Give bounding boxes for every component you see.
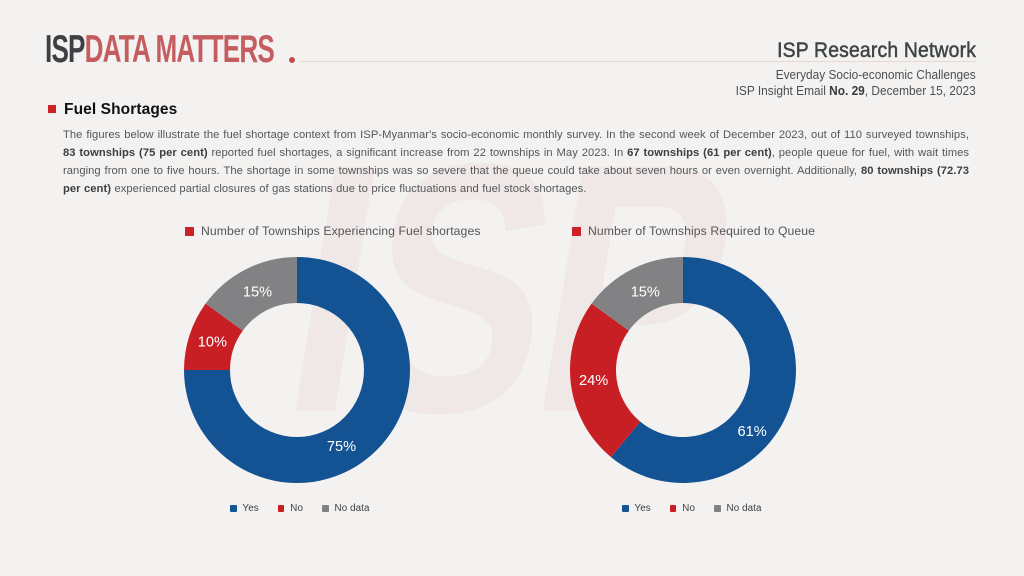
legend-swatch-icon [322,505,329,512]
legend-label: No [682,503,696,514]
chart2-title-bullet-icon [572,226,581,236]
donut-chart-queue: 61% 24% 15% [570,257,796,483]
slice-percentage-label: 10% [198,334,227,350]
chart1-title-text: Number of Townships Experiencing Fuel sh… [201,224,481,238]
chart2-legend: Yes No No data [622,503,762,514]
legend-swatch-icon [277,505,285,512]
legend-item-yes: Yes [230,503,259,514]
subtitle-line2: ISP Insight Email No. 29, December 15, 2… [735,83,976,98]
legend-label: No data [334,503,370,514]
legend-item-yes: Yes [622,503,651,514]
legend-label: Yes [242,503,259,514]
legend-item-no-data: No data [714,503,762,514]
legend-swatch-icon [714,505,721,512]
legend-item-no-data: No data [322,503,370,514]
header-subtitles: Everyday Socio-economic Challenges ISP I… [736,68,976,99]
paragraph-segment: experienced partial closures of gas stat… [111,183,587,195]
paragraph-bold-segment: 80 townships (72.73 per cent) [63,165,970,195]
slice-percentage-label: 15% [243,284,272,300]
chart2-title: Number of Townships Required to Queue [572,224,815,238]
chart1-title-bullet-icon [185,226,194,236]
slice-percentage-label: 75% [327,439,356,455]
section-title: Fuel Shortages [64,101,178,118]
logo-data-matters-text: DATA MATTERS [84,28,275,71]
chart1-title: Number of Townships Experiencing Fuel sh… [185,224,481,238]
paragraph-bold-segment: 67 townships (61 per cent) [627,147,772,159]
intro-paragraph: The figures below illustrate the fuel sh… [63,126,969,198]
legend-label: No [290,503,304,514]
donut-slice-no [184,303,243,370]
slice-percentage-label: 15% [631,285,660,301]
legend-swatch-icon [669,505,677,512]
donut-slice-no [570,303,641,458]
legend-label: Yes [634,503,651,514]
legend-item-no: No [669,503,696,514]
donut-slice-no-data [205,257,297,331]
slice-percentage-label: 24% [579,373,608,389]
network-title: ISP Research Network [777,38,976,63]
donut-slice-no-data [591,257,683,331]
legend-label: No data [726,503,762,514]
donut-slice-yes [610,257,796,483]
section-bullet-icon [48,105,56,113]
chart2-title-text: Number of Townships Required to Queue [588,224,816,238]
legend-swatch-icon [230,505,237,512]
donut-slice-yes [184,257,410,483]
paragraph-bold-segment: 83 townships (75 per cent) [63,147,208,159]
subtitle-line1: Everyday Socio-economic Challenges [775,68,976,82]
header-right: ISP Research Network [755,38,976,63]
paragraph-segment: , people queue for fuel, with wait times… [63,147,969,177]
donut-chart-fuel-shortages: 75% 10% 15% [184,257,410,483]
legend-swatch-icon [622,505,629,512]
paragraph-segment: The figures below illustrate the fuel sh… [63,129,969,141]
slice-percentage-label: 61% [738,424,767,440]
chart1-legend: Yes No No data [230,503,370,514]
brand-logo: ISPDATA MATTERS [45,28,275,71]
header-divider-line [299,61,976,62]
logo-dot-icon [288,56,295,63]
logo-isp-text: ISP [45,28,85,71]
paragraph-segment: reported fuel shortages, a significant i… [207,147,628,159]
legend-item-no: No [277,503,304,514]
